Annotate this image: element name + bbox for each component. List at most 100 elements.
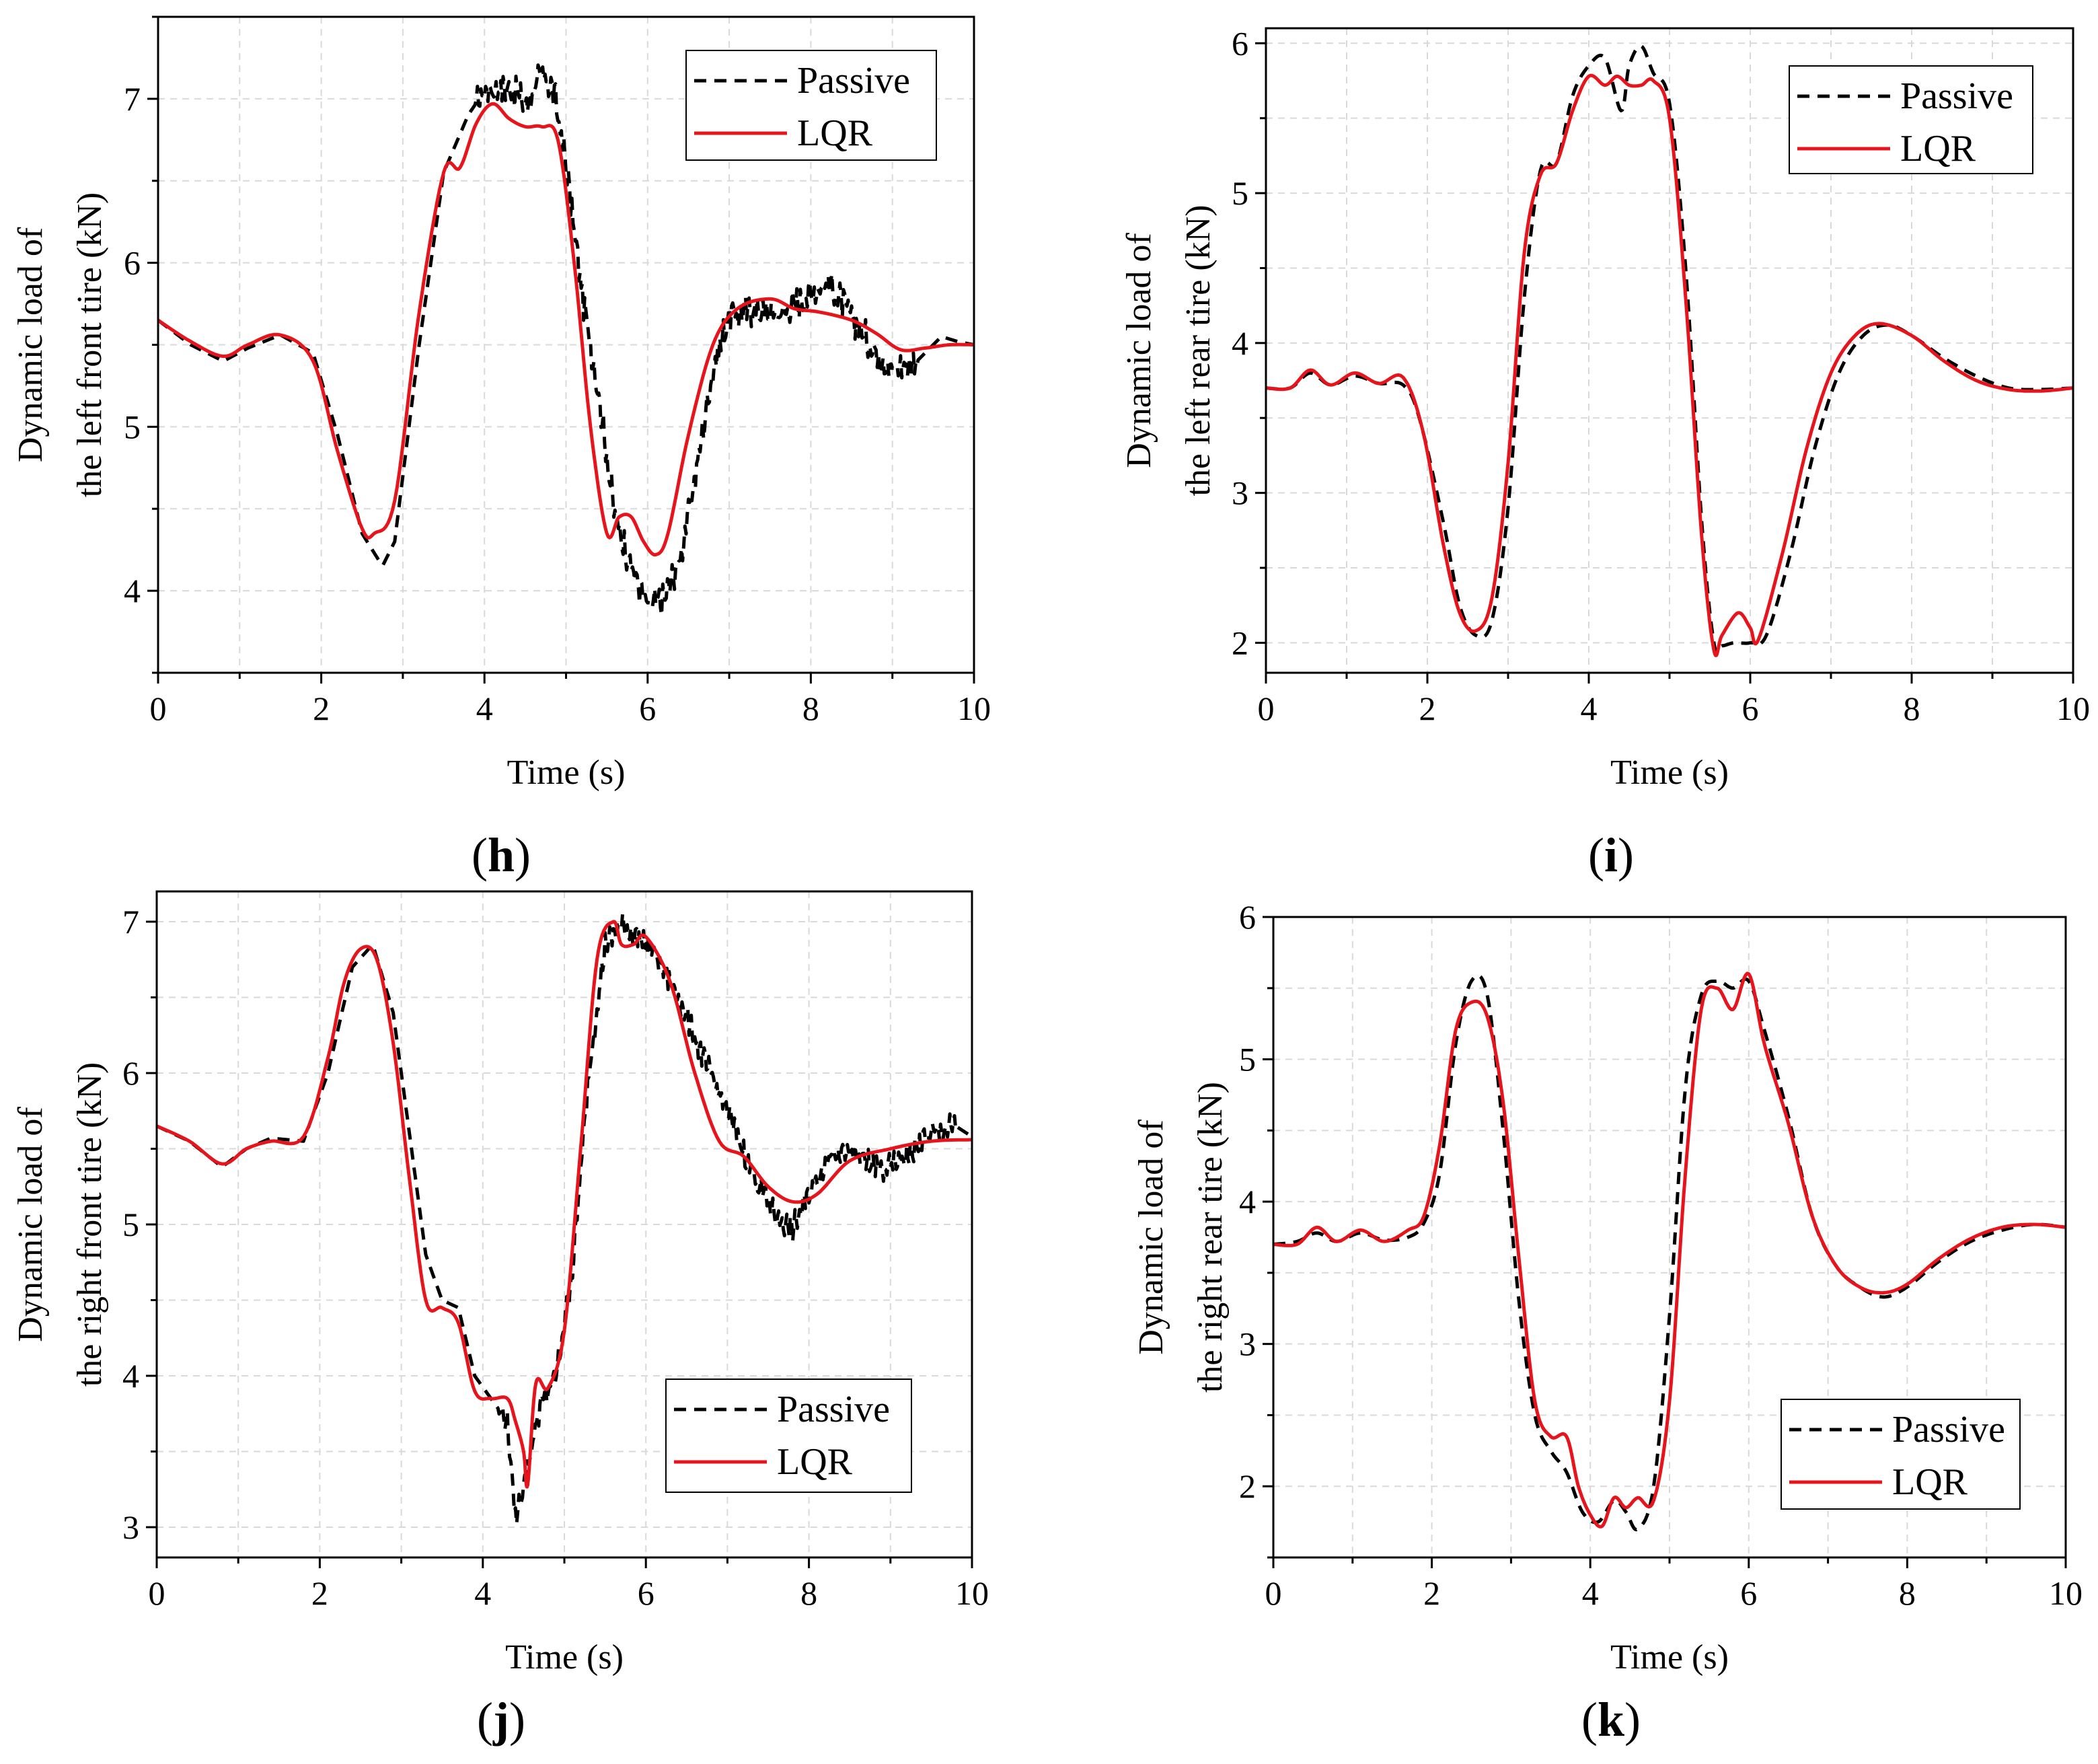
panel-label: (h) — [472, 828, 531, 882]
y-tick-label: 5 — [1239, 1041, 1256, 1078]
grid — [158, 16, 974, 673]
series-group — [158, 63, 974, 618]
series-line-lqr — [1266, 73, 2073, 657]
series-group — [1273, 971, 2066, 1532]
legend: Passive LQR — [1781, 1399, 2021, 1510]
x-tick-label: 8 — [1899, 1574, 1916, 1612]
y-axis-label-line2: the right rear tire (kN) — [1191, 1082, 1230, 1393]
legend: Passive LQR — [665, 1379, 912, 1493]
series-group — [157, 912, 972, 1526]
panel-j: 0 2 4 6 8 10 3 4 5 6 7 Time (s) Dynamic load of the r… — [11, 890, 989, 1747]
grid — [1266, 28, 2073, 673]
y-axis-label-line2: the left rear tire (kN) — [1179, 205, 1217, 496]
series-line-passive — [1266, 44, 2073, 655]
x-tick-label: 4 — [474, 1574, 491, 1612]
y-tick-label: 6 — [122, 1054, 139, 1092]
legend-box — [665, 1379, 912, 1493]
panel-label: (i) — [1588, 828, 1634, 882]
legend: Passive LQR — [1789, 65, 2033, 174]
x-tick-label: 4 — [1582, 1574, 1599, 1612]
x-tick-label: 6 — [1740, 1574, 1757, 1612]
x-tick-label: 2 — [1423, 1574, 1440, 1612]
x-tick-label: 6 — [638, 1574, 654, 1612]
y-tick-label: 6 — [1232, 24, 1248, 62]
x-tick-label: 2 — [311, 1574, 328, 1612]
x-axis-label: Time (s) — [1610, 1638, 1729, 1677]
panel-label: (j) — [477, 1693, 525, 1747]
y-axis: 2 3 4 5 6 — [1232, 24, 1266, 661]
legend-label-lqr: LQR — [1900, 128, 1976, 170]
y-tick-label: 4 — [1232, 324, 1248, 362]
x-tick-label: 0 — [150, 690, 167, 727]
x-tick-label: 6 — [1742, 690, 1759, 727]
y-tick-label: 3 — [122, 1508, 139, 1546]
y-tick-label: 4 — [1239, 1183, 1256, 1220]
legend-label-lqr: LQR — [1892, 1461, 1968, 1503]
panel-k: 0 2 4 6 8 10 2 3 4 5 6 Time (s) Dynamic load of the r… — [1132, 898, 2083, 1747]
legend-box — [1781, 1399, 2021, 1510]
panel-label: (k) — [1581, 1693, 1641, 1747]
y-tick-label: 5 — [1232, 174, 1248, 212]
series-line-lqr — [1273, 971, 2066, 1529]
x-tick-label: 0 — [1265, 1574, 1282, 1612]
y-axis-label-line1: Dynamic load of — [11, 227, 50, 462]
legend-label-passive: Passive — [797, 60, 910, 102]
x-tick-label: 2 — [313, 690, 330, 727]
y-tick-label: 7 — [124, 80, 141, 118]
legend-box — [685, 50, 937, 161]
x-axis-label: Time (s) — [505, 1638, 624, 1677]
y-axis-label-line2: the right front tire (kN) — [71, 1062, 109, 1387]
legend-label-passive: Passive — [777, 1389, 890, 1430]
y-axis-label-line1: Dynamic load of — [1132, 1119, 1170, 1355]
y-tick-label: 4 — [124, 572, 141, 610]
x-tick-label: 10 — [2049, 1574, 2083, 1612]
x-axis-label: Time (s) — [507, 754, 626, 792]
x-tick-label: 8 — [802, 690, 819, 727]
y-axis: 4 5 6 7 — [124, 15, 158, 674]
y-tick-label: 7 — [122, 903, 139, 941]
y-axis-label-line1: Dynamic load of — [1120, 233, 1158, 468]
x-tick-label: 4 — [476, 690, 493, 727]
y-axis: 2 3 4 5 6 — [1239, 898, 1273, 1559]
x-axis-label: Time (s) — [1610, 754, 1729, 792]
series-line-lqr — [158, 102, 974, 557]
y-tick-label: 5 — [124, 408, 141, 445]
x-tick-label: 2 — [1419, 690, 1436, 727]
legend-label-passive: Passive — [1900, 75, 2013, 117]
x-axis: 0 2 4 6 8 10 — [1258, 673, 2090, 727]
y-axis: 3 4 5 6 7 — [122, 903, 157, 1546]
y-tick-label: 3 — [1239, 1325, 1256, 1363]
panel-h: 0 2 4 6 8 10 4 5 6 7 Time (s) Dynamic load of the le… — [11, 15, 991, 882]
y-tick-label: 5 — [122, 1206, 139, 1243]
y-tick-label: 6 — [1239, 898, 1256, 936]
legend-label-lqr: LQR — [797, 112, 873, 154]
series-line-passive — [158, 63, 974, 618]
x-tick-label: 10 — [955, 1574, 989, 1612]
y-axis-label-line2: the left front tire (kN) — [71, 192, 109, 497]
series-line-lqr — [157, 920, 972, 1489]
x-tick-label: 0 — [149, 1574, 165, 1612]
y-tick-label: 4 — [122, 1357, 139, 1395]
x-axis: 0 2 4 6 8 10 — [150, 673, 991, 727]
x-axis: 0 2 4 6 8 10 — [149, 1557, 989, 1612]
y-tick-label: 2 — [1232, 624, 1248, 661]
series-group — [1266, 44, 2073, 657]
x-tick-label: 4 — [1581, 690, 1598, 727]
legend-label-passive: Passive — [1892, 1409, 2005, 1450]
legend: Passive LQR — [685, 50, 937, 161]
y-tick-label: 2 — [1239, 1467, 1256, 1505]
x-tick-label: 10 — [2056, 690, 2090, 727]
legend-box — [1789, 65, 2033, 174]
y-tick-label: 6 — [124, 244, 141, 282]
x-axis: 0 2 4 6 8 10 — [1265, 1557, 2083, 1612]
x-tick-label: 8 — [1904, 690, 1920, 727]
x-tick-label: 0 — [1258, 690, 1275, 727]
legend-label-lqr: LQR — [777, 1441, 853, 1483]
x-tick-label: 8 — [800, 1574, 817, 1612]
x-tick-label: 10 — [957, 690, 991, 727]
grid — [157, 891, 972, 1557]
x-tick-label: 6 — [639, 690, 656, 727]
y-tick-label: 3 — [1232, 474, 1248, 512]
